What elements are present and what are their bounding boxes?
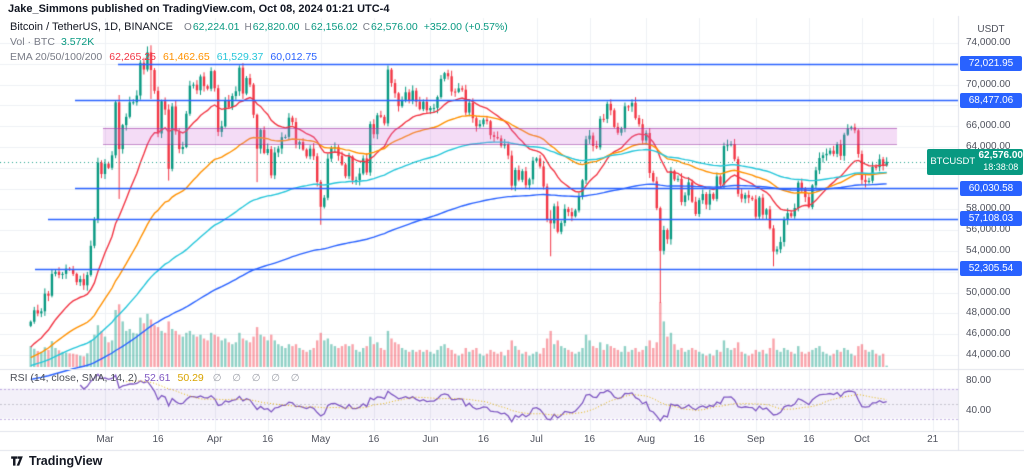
volume-row[interactable]: Vol · BTC 3.572K xyxy=(10,36,508,51)
rsi-sma-value: 50.29 xyxy=(177,372,204,384)
rsi-tick-label: 40.00 xyxy=(966,405,992,416)
volume-label: Vol · BTC xyxy=(10,36,55,48)
ema-row[interactable]: EMA 20/50/100/200 62,265.25 61,462.65 61… xyxy=(10,51,508,66)
time-tick-label: 16 xyxy=(693,434,705,445)
time-tick-label: May xyxy=(311,434,331,445)
footer: TradingView xyxy=(10,454,102,468)
ohlc-change: +352.00 (+0.57%) xyxy=(423,21,508,33)
price-tick-label: 74,000.00 xyxy=(966,37,1011,48)
time-tick-label: 16 xyxy=(368,434,380,445)
price-axis[interactable]: 74,000.00 70,000.00 68,000.00 66,000.00 64,0… xyxy=(958,0,1024,452)
rsi-legend-row[interactable]: RSI (14, close, SMA, 14, 2) 52.61 50.29 … xyxy=(10,372,303,384)
ema20-value: 62,265.25 xyxy=(109,51,156,63)
price-tick-label: 68,000.00 xyxy=(966,99,1011,111)
time-tick-label: 21 xyxy=(927,434,939,445)
price-tick-label: 64,000.00 xyxy=(966,141,1011,152)
ohlc-high-label: H xyxy=(244,22,252,33)
time-tick-label: 16 xyxy=(584,434,596,445)
time-axis[interactable]: Mar 16 Apr 16 May 16 Jun 16 Jul 16 Aug 16 Sep 16 Oct 21 xyxy=(0,431,958,450)
price-tick-label: 44,000.00 xyxy=(966,349,1011,360)
time-tick-label: 16 xyxy=(152,434,164,445)
price-tick-label: 66,000.00 xyxy=(966,120,1011,132)
price-tick-label: 50,000.00 xyxy=(966,286,1011,298)
ema-label: EMA 20/50/100/200 xyxy=(10,51,103,63)
time-tick-label: Aug xyxy=(637,434,656,445)
time-tick-label: Mar xyxy=(96,434,114,445)
ema200-value: 60,012.75 xyxy=(270,51,318,63)
price-tick-label: 58,000.00 xyxy=(966,203,1011,215)
ohlc-low-value: 62,156.02 xyxy=(311,21,358,33)
ohlc-close-label: C xyxy=(362,22,370,33)
price-tick-label: 56,000.00 xyxy=(966,224,1011,236)
ohlc-close-value: 62,576.00 xyxy=(371,21,418,33)
rsi-hidden-values: ∅ ∅ ∅ ∅ ∅ xyxy=(212,373,304,384)
time-tick-label: Jul xyxy=(530,434,543,445)
price-tick-label: 54,000.00 xyxy=(966,245,1011,256)
time-tick-label: 16 xyxy=(477,434,490,445)
time-tick-label: Jun xyxy=(422,434,439,445)
ohlc-low-label: L xyxy=(304,22,311,33)
rsi-tick-label: 80.00 xyxy=(966,375,992,386)
ema50-value: 61,462.65 xyxy=(162,51,210,63)
time-tick-label: Oct xyxy=(854,434,870,445)
volume-value: 3.572K xyxy=(60,36,95,48)
time-tick-label: Sep xyxy=(746,434,765,445)
time-tick-label: Apr xyxy=(206,434,223,445)
price-tick-label: 48,000.00 xyxy=(966,307,1011,319)
price-tick-label: 70,000.00 xyxy=(966,78,1011,90)
time-tick-label: 16 xyxy=(262,434,274,445)
rsi-label: RSI (14, close, SMA, 14, 2) xyxy=(10,372,138,384)
chart-legend: Bitcoin / TetherUS, 1D, BINANCE O 62,224… xyxy=(10,21,508,66)
ohlc-open-label: O xyxy=(184,22,192,33)
tradingview-logo-icon[interactable] xyxy=(10,454,24,468)
price-tick-label: 46,000.00 xyxy=(966,328,1011,340)
time-tick-label: 16 xyxy=(803,434,815,445)
symbol-title[interactable]: Bitcoin / TetherUS, 1D, BINANCE xyxy=(10,21,174,33)
rsi-value: 52.61 xyxy=(144,372,171,384)
attribution: Jake_Simmons published on TradingView.co… xyxy=(8,3,390,15)
ema100-value: 61,529.37 xyxy=(216,51,264,63)
ohlc-high-value: 62,820.00 xyxy=(252,21,300,33)
symbol-row[interactable]: Bitcoin / TetherUS, 1D, BINANCE O 62,224… xyxy=(10,21,508,36)
price-axis-currency-label: USDT xyxy=(977,24,1005,35)
tradingview-wordmark[interactable]: TradingView xyxy=(29,454,103,468)
ohlc-open-value: 62,224.01 xyxy=(192,21,240,33)
